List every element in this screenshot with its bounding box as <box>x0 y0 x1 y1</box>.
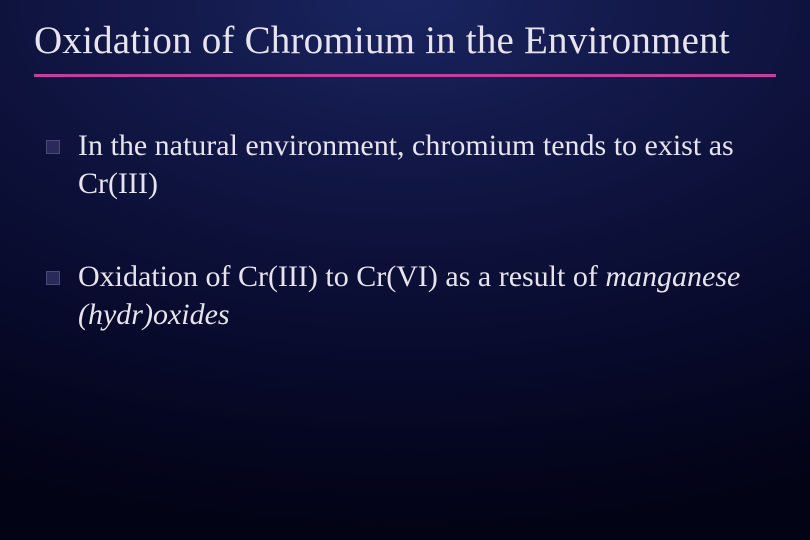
title-underline-rule <box>34 74 776 77</box>
square-bullet-icon <box>46 140 60 154</box>
slide-title: Oxidation of Chromium in the Environment <box>34 18 776 64</box>
bullet-item: Oxidation of Cr(III) to Cr(VI) as a resu… <box>46 258 776 335</box>
square-bullet-icon <box>46 271 60 285</box>
bullet-text: Oxidation of Cr(III) to Cr(VI) as a resu… <box>78 258 748 335</box>
slide: Oxidation of Chromium in the Environment… <box>0 0 810 540</box>
bullet-text-prefix: Oxidation of Cr(III) to Cr(VI) as a resu… <box>78 260 605 293</box>
bullet-item: In the natural environment, chromium ten… <box>46 127 776 204</box>
slide-body: In the natural environment, chromium ten… <box>34 127 776 335</box>
bullet-text: In the natural environment, chromium ten… <box>78 127 748 204</box>
